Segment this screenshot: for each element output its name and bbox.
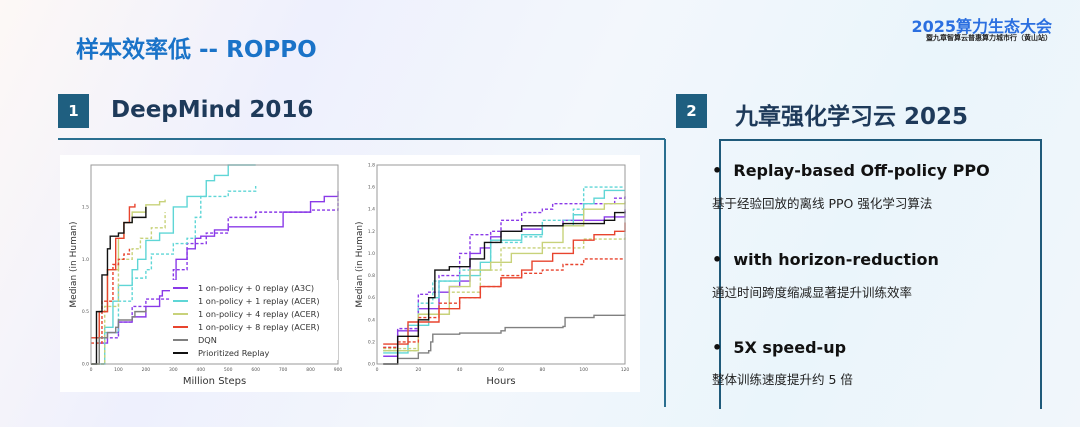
x-tick-label: 800	[306, 367, 315, 373]
bullet-title: • 5X speed-up	[712, 338, 847, 357]
y-tick-label: 0.0	[368, 362, 375, 368]
series-line-7	[383, 258, 625, 349]
bullet-title: • with horizon-reduction	[712, 250, 939, 269]
y-tick-label: 1.5	[82, 204, 89, 210]
series-line-9	[91, 206, 147, 365]
legend-bg	[170, 280, 338, 360]
y-tick-label: 1.8	[368, 163, 375, 169]
brand-title: 2025算力生态大会	[911, 17, 1052, 36]
plot-frame	[90, 164, 339, 365]
x-tick-label: 700	[279, 367, 288, 373]
x-tick-label: 120	[621, 367, 630, 373]
x-tick-label: 100	[579, 367, 588, 373]
x-tick-label: 0	[376, 367, 379, 373]
bullet-desc: 基于经验回放的离线 PPO 强化学习算法	[712, 196, 933, 211]
legend-label: 1 on-policy + 0 replay (A3C)	[198, 283, 314, 293]
series-line-7	[91, 248, 131, 344]
series-line-1	[383, 194, 626, 349]
y-axis-label: Median (in Human)	[355, 221, 365, 307]
series-line-5	[383, 234, 626, 350]
x-tick-label: 100	[114, 367, 123, 373]
legend-label: 1 on-policy + 4 replay (ACER)	[198, 309, 320, 319]
divider-line	[58, 138, 665, 140]
brand-subtitle: 暨九章智算云普惠算力城市行（黄山站）	[926, 34, 1052, 42]
y-tick-label: 1.0	[82, 257, 89, 263]
series-line-3	[383, 186, 625, 352]
series-line-1	[91, 198, 339, 365]
legend: 1 on-policy + 0 replay (A3C) 1 on-policy …	[170, 280, 338, 360]
section-number-2: 2	[676, 94, 707, 128]
x-axis-label: Hours	[486, 376, 515, 387]
chart-2: 0 20 40 60 80 100 120 0.0 0.2 0.4 0.6 0.8 1.0 1.2 1.4 1…	[355, 163, 629, 388]
series-line-3	[91, 185, 257, 365]
plot-frame	[376, 164, 626, 365]
x-tick-label: 600	[251, 367, 260, 373]
series-line-4	[383, 201, 626, 352]
legend-label: 1 on-policy + 8 replay (ACER)	[198, 322, 320, 332]
x-tick-label: 900	[334, 367, 343, 373]
series-line-2	[91, 164, 256, 365]
x-tick-label: 80	[539, 367, 545, 373]
x-axis-label: Million Steps	[183, 376, 246, 387]
y-tick-label: 0.6	[368, 295, 375, 301]
section-number-1: 1	[58, 94, 89, 128]
x-tick-label: 200	[142, 367, 151, 373]
charts-svg: 0 100 200 300 400 500 600 700 800 9000.00.51.01.5…	[69, 163, 629, 388]
y-tick-label: 0.4	[368, 317, 375, 323]
x-tick-label: 500	[224, 367, 233, 373]
x-tick-label: 300	[169, 367, 178, 373]
chart-1: 0 100 200 300 400 500 600 700 800 900 0.0 0.5 1.0 1.5…	[69, 164, 343, 387]
legend-label: DQN	[198, 335, 217, 345]
series-line-2	[383, 189, 625, 354]
y-tick-label: 0.2	[368, 339, 375, 345]
legend-label: 1 on-policy + 1 replay (ACER)	[198, 296, 320, 306]
series-line-8	[91, 309, 147, 365]
y-tick-label: 1.4	[368, 207, 375, 213]
feature-panel	[719, 139, 1042, 409]
x-tick-label: 0	[90, 367, 93, 373]
bullet-title: • Replay-based Off-policy PPO	[712, 161, 990, 180]
bullet-desc: 整体训练速度提升约 5 倍	[712, 372, 853, 387]
series-line-6	[383, 222, 626, 345]
y-tick-label: 0.5	[82, 309, 89, 315]
legend-label: Prioritized Replay	[198, 348, 270, 358]
x-tick-label: 60	[498, 367, 504, 373]
series-line-8	[383, 314, 626, 365]
x-tick-label: 40	[457, 367, 463, 373]
y-axis-label: Median (in Human)	[69, 221, 79, 307]
series-line-9	[383, 211, 626, 365]
y-tick-label: 0.8	[368, 273, 375, 279]
divider-line	[664, 139, 666, 407]
section-heading-right: 九章强化学习云 2025	[735, 104, 969, 130]
x-tick-label: 20	[415, 367, 421, 373]
series-line-5	[91, 212, 166, 365]
x-tick-label: 400	[196, 367, 205, 373]
y-tick-label: 1.0	[368, 251, 375, 257]
section-heading-left: DeepMind 2016	[111, 97, 314, 123]
y-tick-label: 1.2	[368, 229, 375, 235]
charts-figure: 0 100 200 300 400 500 600 700 800 900 0.0 0.5 1.0 1.5…	[60, 155, 640, 392]
slide-title: 样本效率低 -- ROPPO	[76, 37, 317, 63]
y-tick-label: 0.0	[82, 362, 89, 368]
series-line-0	[383, 209, 626, 357]
y-tick-label: 1.6	[368, 185, 375, 191]
bullet-desc: 通过时间跨度缩减显著提升训练效率	[712, 285, 913, 300]
